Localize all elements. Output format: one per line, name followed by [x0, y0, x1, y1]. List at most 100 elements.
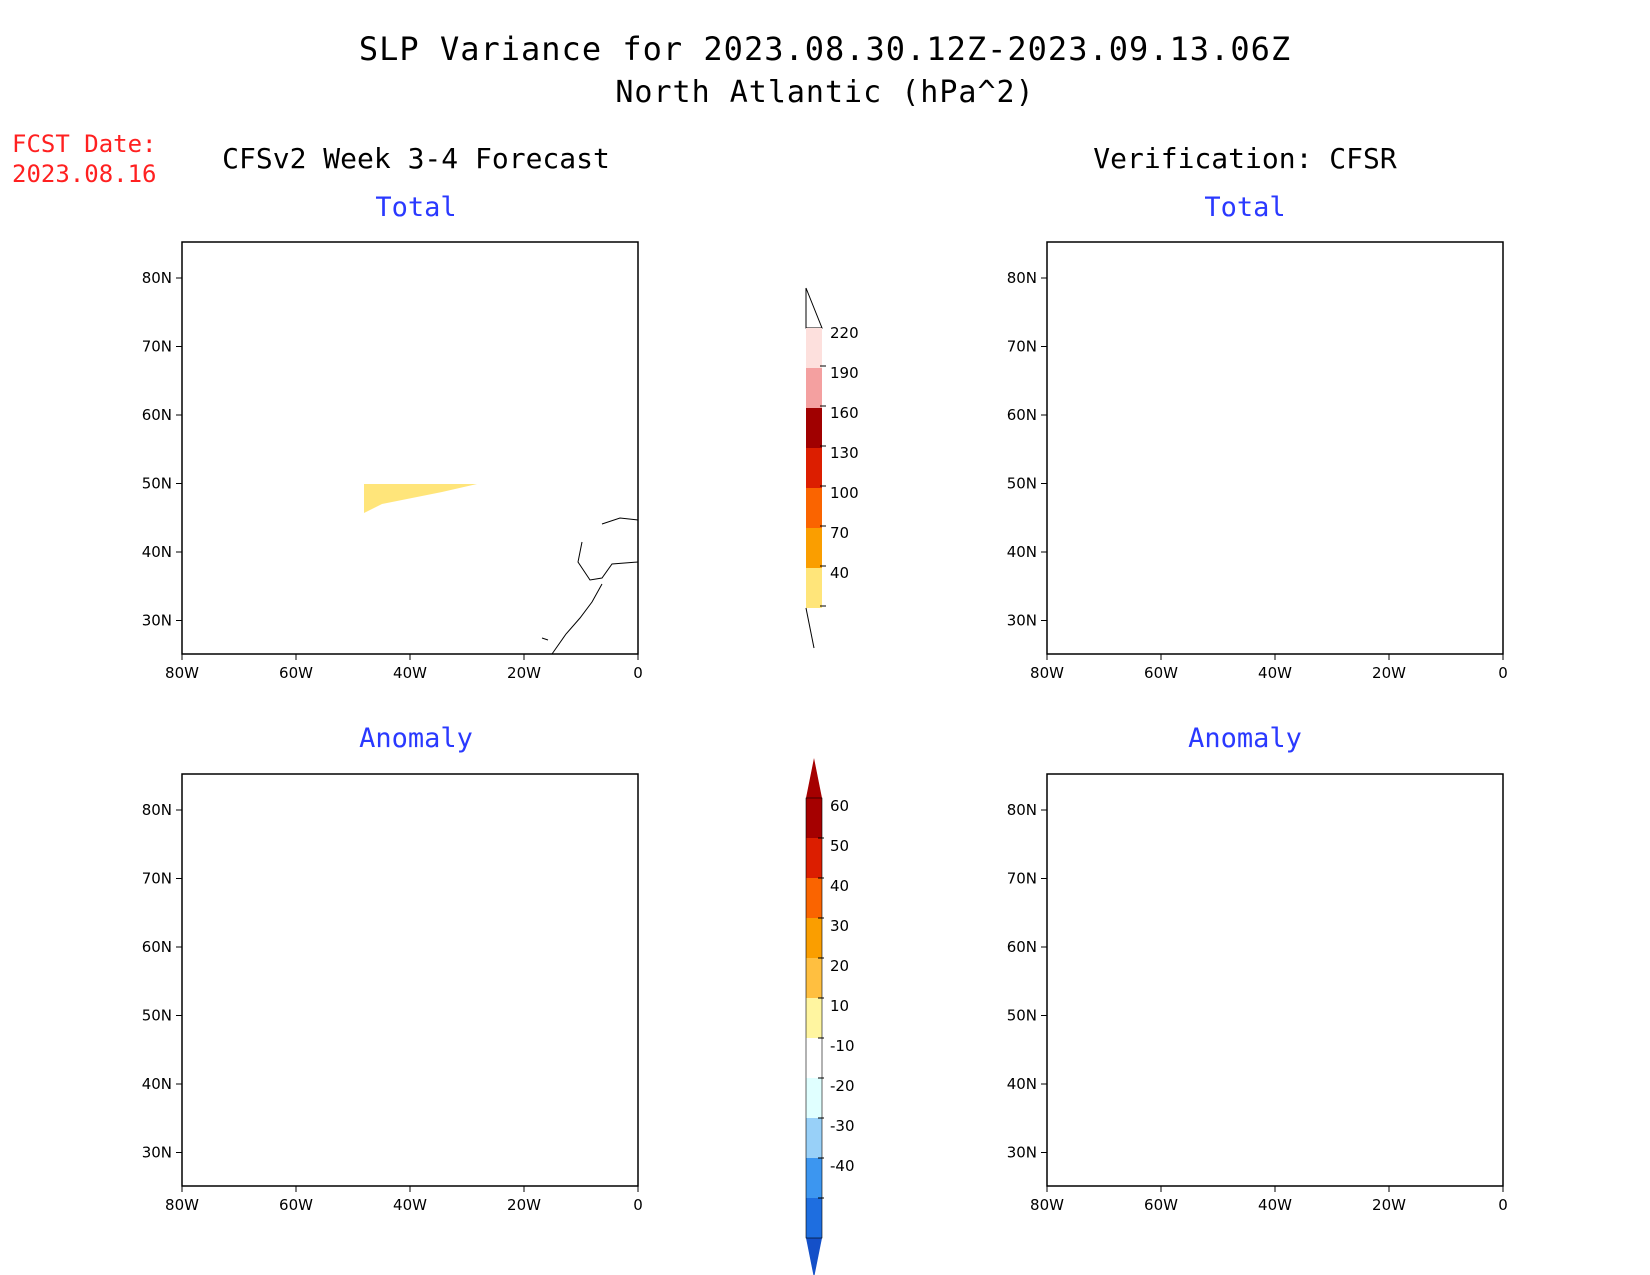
fcst-date: 2023.08.16 — [12, 160, 157, 188]
forecast-anomaly-map — [181, 773, 639, 1187]
colorbar-swatch — [806, 798, 822, 838]
colorbar-swatch — [806, 528, 822, 568]
verification-total-title: Total — [1204, 192, 1286, 223]
lon-tick-label: 20W — [507, 1196, 541, 1214]
lon-tick-label: 60W — [279, 664, 313, 682]
colorbar-swatch — [806, 448, 822, 488]
lon-tick-label: 40W — [393, 664, 427, 682]
colorbar-arrow-icon — [806, 1238, 822, 1275]
lon-tick-label: 0 — [633, 664, 643, 682]
lon-tick-label: 60W — [1144, 664, 1178, 682]
colorbar-label: 190 — [830, 364, 859, 382]
lon-tick-label: 20W — [1372, 664, 1406, 682]
colorbar-label: 30 — [830, 917, 849, 935]
lat-tick-label: 30N — [142, 1144, 172, 1162]
colorbar-label: 50 — [830, 837, 849, 855]
lon-tick-label: 20W — [507, 664, 541, 682]
colorbar-swatch — [806, 488, 822, 528]
page-title: SLP Variance for 2023.08.30.12Z-2023.09.… — [358, 30, 1292, 68]
colorbar-swatch — [806, 1118, 822, 1158]
lon-tick-label: 80W — [1030, 1196, 1064, 1214]
lat-tick-label: 70N — [1007, 870, 1037, 888]
lat-tick-label: 60N — [1007, 938, 1037, 956]
lat-tick-label: 80N — [1007, 269, 1037, 287]
colorbar-swatch — [806, 1198, 822, 1238]
forecast-anomaly-title: Anomaly — [359, 723, 473, 754]
colorbar-label: 70 — [830, 524, 849, 542]
colorbar-arrow-icon — [805, 607, 815, 649]
lat-tick-label: 40N — [1007, 543, 1037, 561]
lon-tick-label: 0 — [1498, 664, 1508, 682]
lon-tick-label: 80W — [165, 664, 199, 682]
colorbar-swatch — [806, 878, 822, 918]
lat-tick-label: 80N — [142, 801, 172, 819]
lat-tick-label: 80N — [1007, 801, 1037, 819]
map-axes: 80N 70N 60N 50N 40N 30N 80W 60W 40W 20W 0 80N 70N 60N… — [142, 269, 1508, 1214]
lat-tick-label: 60N — [1007, 406, 1037, 424]
lon-tick-label: 0 — [1498, 1196, 1508, 1214]
lon-tick-label: 40W — [1258, 1196, 1292, 1214]
lon-tick-label: 40W — [393, 1196, 427, 1214]
lat-tick-label: 40N — [142, 1075, 172, 1093]
colorbar-arrow-icon — [805, 287, 823, 329]
forecast-column-title: CFSv2 Week 3-4 Forecast — [222, 142, 610, 175]
colorbar-label: 100 — [830, 484, 859, 502]
fcst-label: FCST Date: — [12, 130, 157, 158]
colorbar-label: -10 — [830, 1037, 855, 1055]
colorbar-swatch — [806, 998, 822, 1038]
lat-tick-label: 50N — [142, 1007, 172, 1025]
forecast-total-map — [181, 241, 639, 655]
anomaly-colorbar: 60 50 40 30 20 10 -10 -20 -30 -40 — [805, 758, 855, 1275]
colorbar-swatch — [806, 958, 822, 998]
colorbar-label: 160 — [830, 404, 859, 422]
lat-tick-label: 50N — [1007, 1007, 1037, 1025]
lat-tick-label: 40N — [1007, 1075, 1037, 1093]
verification-total-map — [1046, 241, 1504, 655]
lat-tick-label: 50N — [142, 475, 172, 493]
lat-tick-label: 30N — [142, 612, 172, 630]
colorbar-swatch — [806, 1158, 822, 1198]
verification-anomaly-title: Anomaly — [1188, 723, 1302, 754]
lat-tick-label: 80N — [142, 269, 172, 287]
colorbar-label: 40 — [830, 564, 849, 582]
verification-column-title: Verification: CFSR — [1093, 142, 1397, 175]
lat-tick-label: 50N — [1007, 475, 1037, 493]
lon-tick-label: 20W — [1372, 1196, 1406, 1214]
lat-tick-label: 40N — [142, 543, 172, 561]
colorbar-arrow-icon — [806, 758, 822, 798]
lat-tick-label: 60N — [142, 938, 172, 956]
lat-tick-label: 70N — [1007, 338, 1037, 356]
colorbar-label: -30 — [830, 1117, 855, 1135]
lon-tick-label: 80W — [165, 1196, 199, 1214]
colorbar-swatch — [806, 838, 822, 878]
forecast-total-title: Total — [375, 192, 457, 223]
lon-tick-label: 60W — [279, 1196, 313, 1214]
lat-tick-label: 70N — [142, 338, 172, 356]
colorbar-label: 130 — [830, 444, 859, 462]
lon-tick-label: 0 — [633, 1196, 643, 1214]
total-colorbar: 220 190 160 130 100 70 40 — [805, 287, 859, 649]
colorbar-swatch — [806, 408, 822, 448]
colorbar-swatch — [806, 568, 822, 608]
colorbar-label: -40 — [830, 1157, 855, 1175]
colorbar-swatch — [806, 1038, 822, 1078]
lat-tick-label: 60N — [142, 406, 172, 424]
lat-tick-label: 30N — [1007, 612, 1037, 630]
verification-anomaly-map — [1046, 773, 1504, 1187]
colorbar-label: 220 — [830, 324, 859, 342]
lon-tick-label: 40W — [1258, 664, 1292, 682]
lon-tick-label: 60W — [1144, 1196, 1178, 1214]
colorbar-swatch — [806, 328, 822, 368]
colorbar-label: -20 — [830, 1077, 855, 1095]
lat-tick-label: 70N — [142, 870, 172, 888]
colorbar-swatch — [806, 1078, 822, 1118]
colorbar-label: 60 — [830, 797, 849, 815]
colorbar-swatch — [806, 918, 822, 958]
colorbar-swatch — [806, 368, 822, 408]
colorbar-label: 10 — [830, 997, 849, 1015]
lat-tick-label: 30N — [1007, 1144, 1037, 1162]
page-subtitle: North Atlantic (hPa^2) — [615, 75, 1035, 110]
lon-tick-label: 80W — [1030, 664, 1064, 682]
colorbar-label: 40 — [830, 877, 849, 895]
